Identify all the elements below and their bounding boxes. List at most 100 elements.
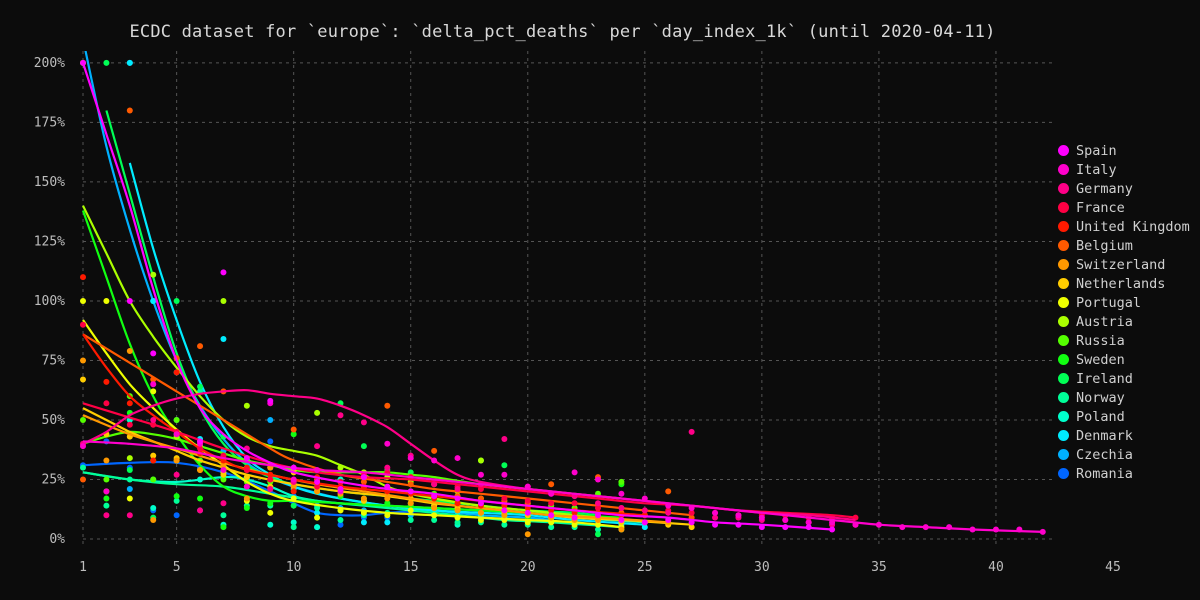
point-belgium bbox=[548, 481, 555, 488]
point-united-kingdom bbox=[290, 488, 297, 495]
trend-line-sweden bbox=[81, 210, 622, 519]
legend-item-sweden: Sweden bbox=[1058, 350, 1190, 369]
y-tick-label: 25% bbox=[42, 472, 66, 487]
legend-swatch bbox=[1058, 145, 1069, 156]
point-russia bbox=[220, 476, 227, 483]
y-tick-label: 100% bbox=[34, 294, 65, 309]
point-italy bbox=[454, 455, 461, 462]
legend-label: Romania bbox=[1076, 465, 1133, 482]
legend-label: Austria bbox=[1076, 313, 1133, 330]
point-united-kingdom bbox=[173, 369, 180, 376]
legend-item-united-kingdom: United Kingdom bbox=[1058, 217, 1190, 236]
point-switzerland bbox=[314, 488, 321, 495]
point-belgium bbox=[665, 488, 672, 495]
point-spain bbox=[571, 514, 578, 521]
legend-label: Poland bbox=[1076, 408, 1125, 425]
point-belgium bbox=[197, 343, 204, 350]
point-spain bbox=[243, 455, 250, 462]
trend-line-italy bbox=[82, 440, 1043, 533]
legend-swatch bbox=[1058, 411, 1069, 422]
legend-item-spain: Spain bbox=[1058, 141, 1190, 160]
point-italy bbox=[150, 381, 157, 388]
point-germany bbox=[712, 514, 719, 521]
x-tick-label: 15 bbox=[403, 560, 419, 575]
point-spain bbox=[618, 516, 625, 523]
point-germany bbox=[431, 481, 438, 488]
point-france bbox=[524, 497, 531, 504]
point-belgium bbox=[290, 426, 297, 433]
point-spain bbox=[290, 464, 297, 471]
point-switzerland bbox=[384, 495, 391, 502]
point-italy bbox=[431, 457, 438, 464]
point-france bbox=[80, 321, 86, 328]
point-sweden bbox=[243, 505, 250, 512]
point-portugal bbox=[126, 495, 133, 502]
legend-label: Spain bbox=[1076, 142, 1117, 159]
point-poland bbox=[290, 519, 297, 526]
point-italy bbox=[243, 483, 250, 490]
point-spain bbox=[314, 478, 321, 485]
point-spain bbox=[150, 350, 157, 357]
point-germany bbox=[384, 464, 391, 471]
legend-swatch bbox=[1058, 202, 1069, 213]
point-belgium bbox=[360, 478, 367, 485]
point-germany bbox=[197, 507, 204, 514]
point-ireland bbox=[103, 59, 110, 66]
point-sweden bbox=[103, 495, 110, 502]
x-tick-label: 1 bbox=[79, 560, 87, 575]
point-netherlands bbox=[150, 452, 157, 459]
legend-label: Netherlands bbox=[1076, 275, 1166, 292]
point-italy bbox=[595, 476, 601, 483]
point-denmark bbox=[384, 519, 391, 526]
legend-item-germany: Germany bbox=[1058, 179, 1190, 198]
point-norway bbox=[548, 524, 555, 531]
legend-item-romania: Romania bbox=[1058, 464, 1190, 483]
point-ireland bbox=[595, 531, 601, 538]
point-ireland bbox=[173, 297, 180, 304]
point-spain bbox=[220, 269, 227, 276]
point-italy bbox=[782, 516, 789, 523]
legend-swatch bbox=[1058, 373, 1069, 384]
legend-item-france: France bbox=[1058, 198, 1190, 217]
legend-label: Sweden bbox=[1076, 351, 1125, 368]
point-spain bbox=[524, 509, 531, 516]
point-italy bbox=[477, 471, 484, 478]
point-belgium bbox=[80, 476, 86, 483]
point-portugal bbox=[314, 514, 321, 521]
x-tick-label: 40 bbox=[988, 560, 1004, 575]
point-spain bbox=[641, 519, 648, 526]
point-switzerland bbox=[431, 505, 438, 512]
point-united-kingdom bbox=[150, 457, 157, 464]
x-tick-label: 20 bbox=[520, 560, 536, 575]
legend-label: United Kingdom bbox=[1076, 218, 1190, 235]
x-tick-label: 5 bbox=[173, 560, 181, 575]
legend-item-italy: Italy bbox=[1058, 160, 1190, 179]
legend-swatch bbox=[1058, 221, 1069, 232]
point-switzerland bbox=[150, 516, 157, 523]
point-norway bbox=[103, 502, 110, 509]
point-poland bbox=[150, 505, 157, 512]
point-denmark bbox=[360, 519, 367, 526]
legend-swatch bbox=[1058, 430, 1069, 441]
point-netherlands bbox=[80, 376, 86, 383]
point-france bbox=[314, 483, 321, 490]
point-switzerland bbox=[243, 495, 250, 502]
point-france bbox=[197, 445, 204, 452]
legend-item-portugal: Portugal bbox=[1058, 293, 1190, 312]
point-sweden bbox=[197, 495, 204, 502]
point-spain bbox=[337, 486, 344, 493]
point-germany bbox=[501, 436, 508, 443]
point-united-kingdom bbox=[126, 400, 133, 407]
point-germany bbox=[641, 507, 648, 514]
point-czechia bbox=[126, 486, 133, 493]
point-switzerland bbox=[126, 347, 133, 354]
point-germany bbox=[267, 486, 274, 493]
point-switzerland bbox=[407, 500, 414, 507]
x-tick-label: 10 bbox=[286, 560, 302, 575]
legend-swatch bbox=[1058, 183, 1069, 194]
point-ireland bbox=[197, 383, 204, 390]
legend-item-denmark: Denmark bbox=[1058, 426, 1190, 445]
legend: Spain Italy Germany France United Kingdom Bel… bbox=[1058, 141, 1190, 483]
point-norway bbox=[431, 516, 438, 523]
